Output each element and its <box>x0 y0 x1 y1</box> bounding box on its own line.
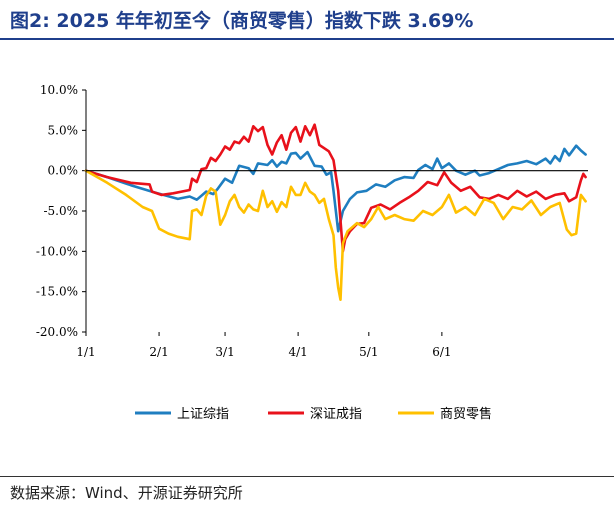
y-tick-label: -15.0% <box>36 285 78 299</box>
legend: 上证综指 深证成指 商贸零售 <box>135 406 492 422</box>
y-tick-label: 0.0% <box>48 164 79 178</box>
y-tick-label: 10.0% <box>40 83 78 97</box>
x-axis: 1/1 2/1 3/1 4/1 5/1 6/1 <box>76 332 452 359</box>
legend-label: 深证成指 <box>310 407 362 422</box>
series-line <box>84 144 587 233</box>
series-lines <box>84 123 587 301</box>
footer-rule <box>0 476 614 477</box>
y-axis: 10.0% 5.0% 0.0% -5.0% -10.0% -15.0% -20.0% <box>36 83 86 339</box>
series-line <box>84 123 587 253</box>
x-tick-label: 4/1 <box>288 345 307 359</box>
title-rule <box>0 38 614 40</box>
y-tick-label: -10.0% <box>36 244 78 258</box>
line-chart: 10.0% 5.0% 0.0% -5.0% -10.0% -15.0% -20.0% 1/1… <box>36 83 588 422</box>
x-tick-label: 1/1 <box>76 345 95 359</box>
x-tick-label: 6/1 <box>432 345 451 359</box>
y-tick-label: 5.0% <box>48 123 79 137</box>
data-source: 数据来源：Wind、开源证券研究所 <box>10 484 243 502</box>
y-tick-label: -5.0% <box>43 204 78 218</box>
figure-title: 图2: 2025 年年初至今（商贸零售）指数下跌 3.69% <box>10 10 474 32</box>
axes <box>85 90 588 332</box>
x-tick-label: 3/1 <box>215 345 234 359</box>
legend-label: 上证综指 <box>177 407 229 422</box>
x-tick-label: 2/1 <box>149 345 168 359</box>
series-line <box>84 169 587 301</box>
y-tick-label: -20.0% <box>36 325 78 339</box>
legend-label: 商贸零售 <box>440 406 492 422</box>
x-tick-label: 5/1 <box>359 345 378 359</box>
